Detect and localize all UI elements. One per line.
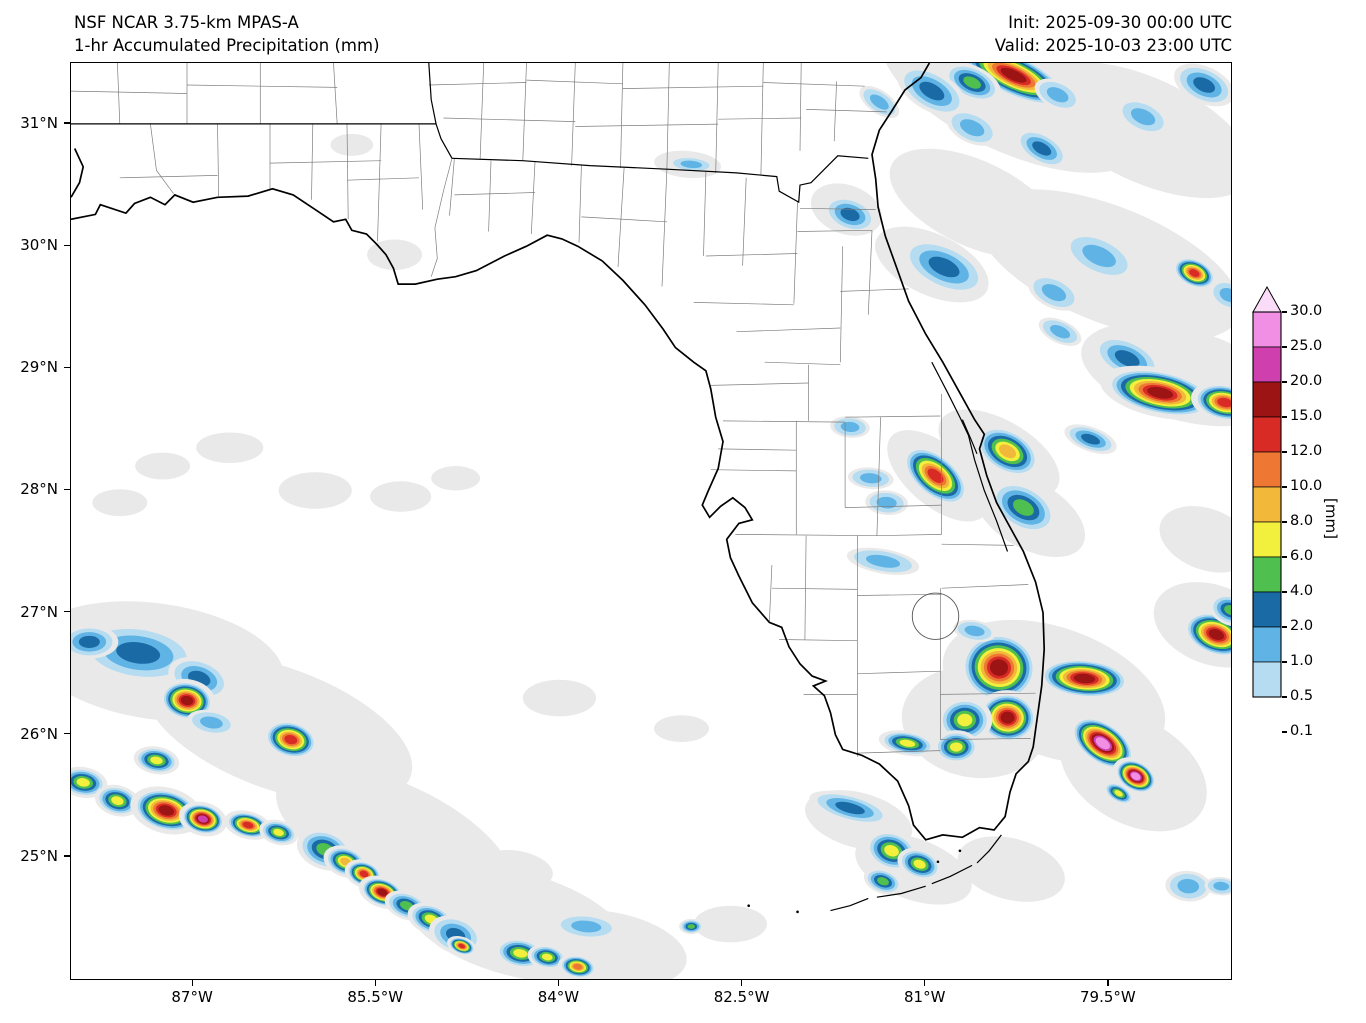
state-borders-layer [71, 63, 869, 204]
lon-tick-mark [191, 980, 193, 986]
lon-tick-label: 79.5°W [1080, 988, 1136, 1006]
colorbar-tick-mark [1282, 661, 1287, 663]
lon-tick-mark [557, 980, 560, 986]
map-canvas [71, 63, 1231, 979]
lat-tick-label: 29°N [20, 358, 58, 377]
lon-tick-label: 87°W [171, 988, 213, 1006]
lat-tick-mark [64, 122, 70, 124]
colorbar-tick-label: 10.0 [1290, 478, 1323, 494]
colorbar-tick-mark [1282, 731, 1287, 733]
county-lines-layer [71, 63, 1036, 757]
colorbar-tick-label: 15.0 [1290, 408, 1323, 424]
lat-tick-label: 28°N [20, 480, 58, 499]
colorbar-tick-mark [1282, 416, 1287, 418]
lon-tick-mark [374, 980, 376, 986]
colorbar-tick-label: 6.0 [1290, 548, 1314, 564]
lat-tick-label: 30°N [20, 236, 58, 255]
coastline-layer [71, 63, 1046, 914]
colorbar-tick-label: 0.5 [1290, 688, 1314, 704]
lon-tick-label: 82.5°W [713, 988, 770, 1006]
colorbar-tick-mark [1282, 311, 1287, 313]
colorbar-unit: [mm] [1322, 498, 1340, 539]
lon-tick-mark [1107, 980, 1109, 986]
lat-tick-label: 31°N [20, 114, 58, 133]
lon-tick-label: 84°W [537, 988, 580, 1006]
valid-time: Valid: 2025-10-03 23:00 UTC [994, 36, 1232, 55]
init-time: Init: 2025-09-30 00:00 UTC [1008, 13, 1232, 32]
colorbar-tick-mark [1282, 626, 1287, 628]
lat-tick-mark [64, 366, 70, 369]
precip-cells-layer [71, 63, 1231, 979]
colorbar-tick-label: 8.0 [1290, 513, 1314, 529]
colorbar-tick-mark [1282, 521, 1287, 523]
colorbar-tick-mark [1282, 591, 1287, 593]
colorbar-tick-mark [1282, 486, 1287, 488]
lon-tick-mark [740, 980, 743, 986]
colorbar: 30.0 25.0 20.0 15.0 12.0 10.0 8.0 6.0 4.0 2.0 1.0 0… [1252, 284, 1366, 754]
lon-tick-label: 81°W [904, 988, 946, 1006]
lon-tick-label: 85.5°W [347, 988, 404, 1006]
colorbar-tick-label: 4.0 [1290, 583, 1314, 599]
colorbar-tick-mark [1282, 556, 1287, 558]
lat-tick-mark [64, 488, 70, 491]
precip-01-layer [71, 63, 1231, 979]
plot-title-block: NSF NCAR 3.75-km MPAS-A 1-hr Accumulated… [74, 11, 380, 57]
lat-tick-label: 26°N [20, 724, 58, 743]
colorbar-over-arrow [1252, 285, 1282, 313]
colorbar-tick-label: 20.0 [1290, 373, 1323, 389]
lat-tick-label: 25°N [20, 846, 58, 865]
lon-tick-mark [924, 980, 926, 986]
colorbar-tick-label: 2.0 [1290, 618, 1314, 634]
lake-okeechobee-outline [911, 592, 960, 640]
colorbar-tick-label: 30.0 [1290, 303, 1323, 319]
run-time-block: Init: 2025-09-30 00:00 UTC Valid: 2025-1… [995, 11, 1232, 57]
lat-tick-mark [64, 855, 70, 857]
product-name: 1-hr Accumulated Precipitation (mm) [74, 36, 380, 55]
colorbar-tick-mark [1282, 451, 1287, 453]
colorbar-tick-label: 25.0 [1290, 338, 1323, 354]
map-frame [70, 62, 1232, 980]
lat-tick-mark [64, 244, 70, 246]
lat-tick-mark [64, 611, 70, 613]
colorbar-tick-label: 0.1 [1290, 723, 1314, 739]
colorbar-tick-label: 12.0 [1290, 443, 1323, 459]
colorbar-tick-mark [1282, 346, 1287, 348]
lat-tick-mark [64, 733, 70, 735]
model-name: NSF NCAR 3.75-km MPAS-A [74, 13, 299, 32]
colorbar-tick-mark [1282, 696, 1287, 698]
colorbar-swatches [1252, 285, 1282, 698]
colorbar-tick-label: 1.0 [1290, 653, 1314, 669]
colorbar-tick-mark [1282, 381, 1287, 383]
lat-tick-label: 27°N [20, 602, 58, 621]
